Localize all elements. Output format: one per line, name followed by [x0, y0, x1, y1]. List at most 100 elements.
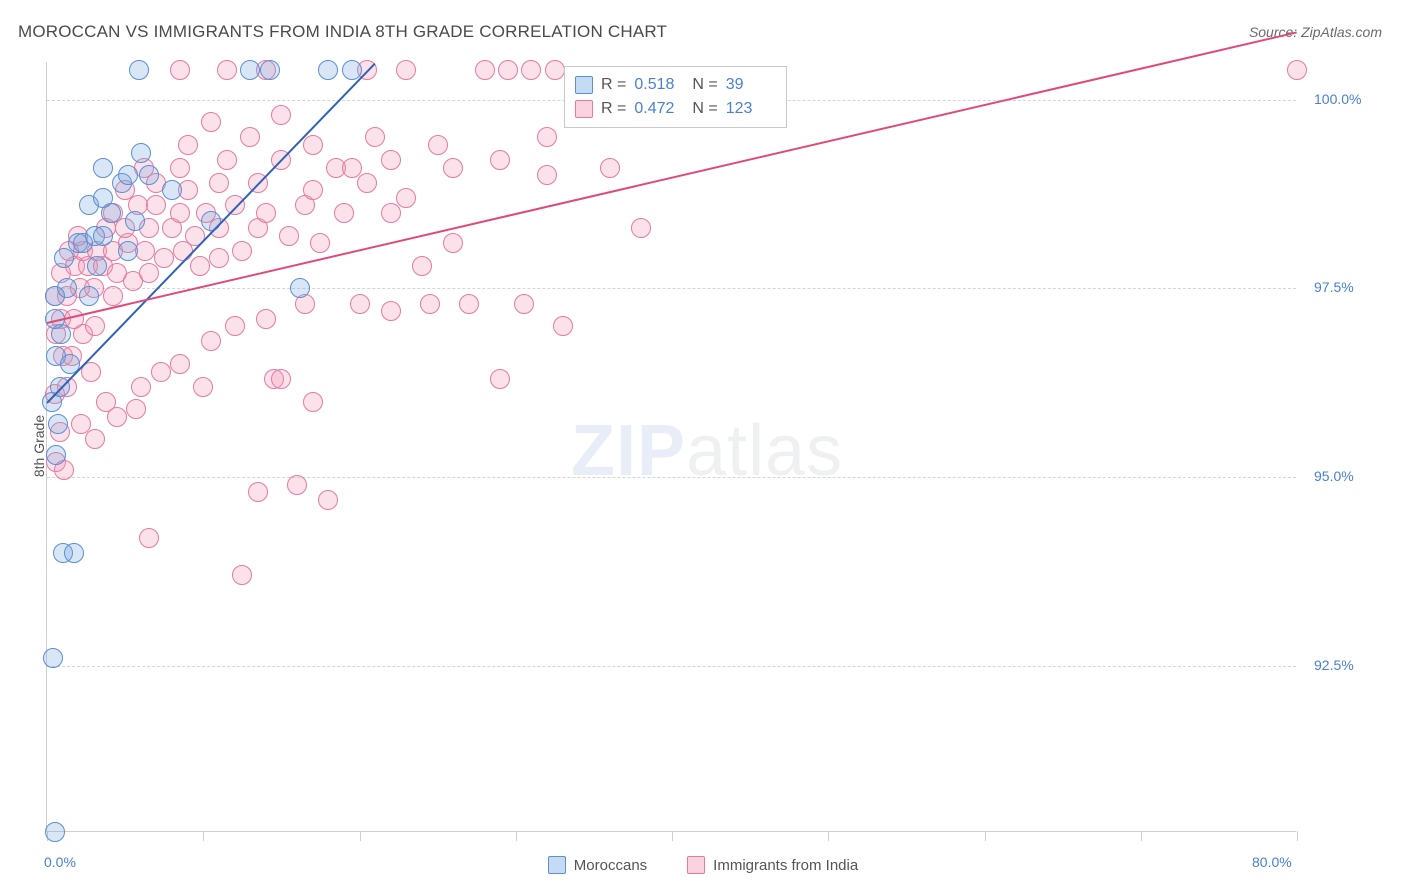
correlation-stats-box: R =0.518N =39R =0.472N =123	[564, 66, 787, 128]
legend-swatch-india	[687, 856, 705, 874]
scatter-point-india	[232, 565, 252, 585]
swatch-india	[575, 100, 593, 118]
scatter-point-india	[178, 135, 198, 155]
scatter-point-moroccans	[43, 648, 63, 668]
y-tick-label: 92.5%	[1314, 657, 1354, 673]
scatter-point-moroccans	[240, 60, 260, 80]
scatter-point-india	[170, 203, 190, 223]
n-label: N =	[692, 100, 717, 118]
scatter-point-india	[396, 188, 416, 208]
scatter-point-moroccans	[57, 278, 77, 298]
scatter-point-india	[600, 158, 620, 178]
scatter-point-india	[420, 294, 440, 314]
scatter-point-moroccans	[125, 211, 145, 231]
stats-row-india: R =0.472N =123	[575, 97, 776, 121]
scatter-point-india	[381, 203, 401, 223]
gridline-horizontal	[47, 666, 1296, 667]
scatter-point-moroccans	[342, 60, 362, 80]
scatter-point-india	[490, 150, 510, 170]
scatter-point-moroccans	[129, 60, 149, 80]
scatter-point-india	[498, 60, 518, 80]
scatter-point-india	[537, 127, 557, 147]
scatter-point-india	[303, 180, 323, 200]
scatter-point-india	[537, 165, 557, 185]
scatter-point-moroccans	[87, 256, 107, 276]
scatter-point-india	[521, 60, 541, 80]
scatter-point-moroccans	[162, 180, 182, 200]
plot-area: ZIPatlas	[46, 62, 1296, 832]
gridline-horizontal	[47, 288, 1296, 289]
legend-label-moroccans: Moroccans	[574, 857, 647, 874]
source-name: ZipAtlas.com	[1301, 24, 1382, 40]
x-tick	[985, 831, 986, 841]
scatter-point-moroccans	[64, 543, 84, 563]
scatter-point-moroccans	[131, 143, 151, 163]
legend-item-moroccans: Moroccans	[548, 856, 647, 874]
x-tick	[828, 831, 829, 841]
scatter-point-moroccans	[318, 60, 338, 80]
n-value-india: 123	[726, 100, 776, 118]
scatter-point-india	[170, 60, 190, 80]
swatch-moroccans	[575, 76, 593, 94]
r-value-india: 0.472	[634, 100, 684, 118]
scatter-point-moroccans	[48, 414, 68, 434]
scatter-point-india	[631, 218, 651, 238]
scatter-point-india	[135, 241, 155, 261]
x-tick	[203, 831, 204, 841]
scatter-point-india	[334, 203, 354, 223]
scatter-point-india	[303, 392, 323, 412]
scatter-point-moroccans	[139, 165, 159, 185]
scatter-point-moroccans	[290, 278, 310, 298]
scatter-point-india	[131, 377, 151, 397]
scatter-point-india	[350, 294, 370, 314]
scatter-point-moroccans	[46, 445, 66, 465]
scatter-point-india	[225, 316, 245, 336]
scatter-point-india	[232, 241, 252, 261]
scatter-point-india	[151, 362, 171, 382]
legend-swatch-moroccans	[548, 856, 566, 874]
r-label: R =	[601, 76, 626, 94]
scatter-point-india	[443, 233, 463, 253]
y-axis-label: 8th Grade	[31, 415, 47, 477]
scatter-point-india	[287, 475, 307, 495]
scatter-point-india	[459, 294, 479, 314]
x-tick	[672, 831, 673, 841]
x-tick	[360, 831, 361, 841]
stats-row-moroccans: R =0.518N =39	[575, 73, 776, 97]
scatter-point-india	[201, 331, 221, 351]
scatter-point-india	[85, 429, 105, 449]
scatter-point-moroccans	[118, 165, 138, 185]
scatter-point-india	[365, 127, 385, 147]
scatter-point-india	[256, 309, 276, 329]
scatter-point-moroccans	[93, 226, 113, 246]
scatter-point-moroccans	[54, 248, 74, 268]
x-tick-label: 80.0%	[1252, 854, 1292, 870]
scatter-point-india	[170, 158, 190, 178]
scatter-point-india	[514, 294, 534, 314]
legend-item-india: Immigrants from India	[687, 856, 858, 874]
gridline-horizontal	[47, 477, 1296, 478]
scatter-point-india	[342, 158, 362, 178]
scatter-point-moroccans	[118, 241, 138, 261]
scatter-point-india	[428, 135, 448, 155]
r-value-moroccans: 0.518	[634, 76, 684, 94]
y-tick-label: 95.0%	[1314, 468, 1354, 484]
scatter-point-india	[475, 60, 495, 80]
y-tick-label: 100.0%	[1314, 91, 1361, 107]
watermark-zip: ZIP	[571, 411, 686, 491]
x-tick-label: 0.0%	[44, 854, 76, 870]
scatter-point-india	[381, 150, 401, 170]
scatter-point-moroccans	[201, 211, 221, 231]
scatter-point-india	[412, 256, 432, 276]
scatter-point-india	[217, 150, 237, 170]
scatter-point-india	[310, 233, 330, 253]
x-tick	[1297, 831, 1298, 841]
chart-title: MOROCCAN VS IMMIGRANTS FROM INDIA 8TH GR…	[18, 22, 667, 42]
scatter-point-india	[126, 399, 146, 419]
scatter-point-india	[443, 158, 463, 178]
scatter-point-india	[279, 226, 299, 246]
scatter-point-india	[217, 60, 237, 80]
scatter-point-moroccans	[93, 158, 113, 178]
scatter-point-india	[170, 354, 190, 374]
scatter-point-india	[193, 377, 213, 397]
